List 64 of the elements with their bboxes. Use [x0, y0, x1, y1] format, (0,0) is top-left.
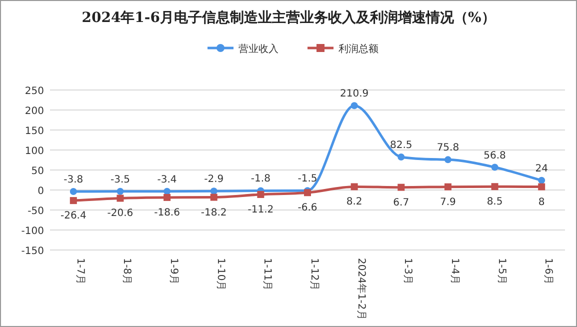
y-tick-label: -150	[21, 246, 44, 257]
data-label: 8.5	[486, 196, 503, 208]
data-label: -2.9	[204, 174, 224, 186]
point	[210, 194, 218, 201]
point	[164, 188, 171, 195]
data-label: -18.6	[154, 207, 180, 218]
x-tick-label: 1-8月	[121, 258, 132, 284]
legend-label: 营业收入	[238, 43, 278, 55]
legend-label: 利润总额	[338, 43, 378, 55]
point	[538, 176, 546, 184]
y-tick-label: 200	[24, 106, 44, 117]
x-tick-label: 1-3月	[402, 258, 414, 284]
data-label: 82.5	[390, 140, 412, 151]
y-tick-label: 250	[24, 86, 44, 97]
point	[444, 156, 452, 164]
chart-title: 2024年1-6月电子信息制造业主营业务收入及利润增速情况（%）	[82, 9, 496, 26]
data-label: 8	[538, 196, 545, 208]
data-label: -26.4	[60, 210, 86, 222]
point	[210, 188, 218, 195]
point	[398, 154, 405, 160]
point	[116, 188, 124, 195]
y-tick-label: -100	[21, 226, 44, 237]
point	[350, 183, 358, 190]
y-tick-label: 0	[38, 186, 44, 197]
data-label: -3.4	[157, 174, 177, 186]
point	[257, 190, 264, 198]
x-tick-label: 1-11月	[262, 258, 273, 291]
data-label: -3.5	[110, 174, 130, 186]
y-tick-label: -50	[28, 206, 44, 217]
point	[116, 194, 124, 202]
data-label: 8.2	[346, 196, 362, 208]
point	[164, 194, 171, 201]
data-label: 6.7	[393, 197, 410, 208]
y-tick-label: 150	[24, 126, 44, 137]
point	[444, 183, 452, 190]
data-label: 24	[535, 163, 548, 174]
data-label: 56.8	[484, 150, 506, 162]
x-tick-label: 1-5月	[496, 258, 507, 284]
data-label: 210.9	[340, 88, 369, 100]
x-tick-label: 1-12月	[308, 258, 320, 291]
x-tick-label: 1-7月	[74, 258, 86, 284]
point	[491, 164, 498, 171]
data-label: -1.5	[298, 174, 318, 185]
x-tick-label: 1-9月	[168, 258, 180, 284]
data-label: -1.8	[250, 174, 270, 185]
point	[350, 102, 358, 110]
point	[70, 188, 77, 196]
y-tick-label: 100	[24, 146, 44, 157]
point	[398, 184, 405, 191]
x-tick-label: 1-10月	[214, 258, 226, 291]
data-label: -6.6	[298, 202, 318, 214]
x-tick-label: 1-4月	[448, 258, 460, 284]
point	[70, 197, 77, 204]
data-label: 7.9	[440, 196, 456, 208]
data-label: 75.8	[436, 142, 460, 154]
x-tick-label: 1-6月	[542, 258, 554, 284]
data-label: -18.2	[200, 207, 227, 218]
data-label: -20.6	[107, 208, 134, 220]
y-tick-label: 50	[31, 166, 44, 177]
point	[538, 183, 546, 190]
data-label: -11.2	[248, 204, 274, 216]
point	[491, 183, 498, 190]
x-tick-label: 2024年1-2月	[355, 258, 368, 320]
data-label: -3.8	[64, 174, 84, 186]
